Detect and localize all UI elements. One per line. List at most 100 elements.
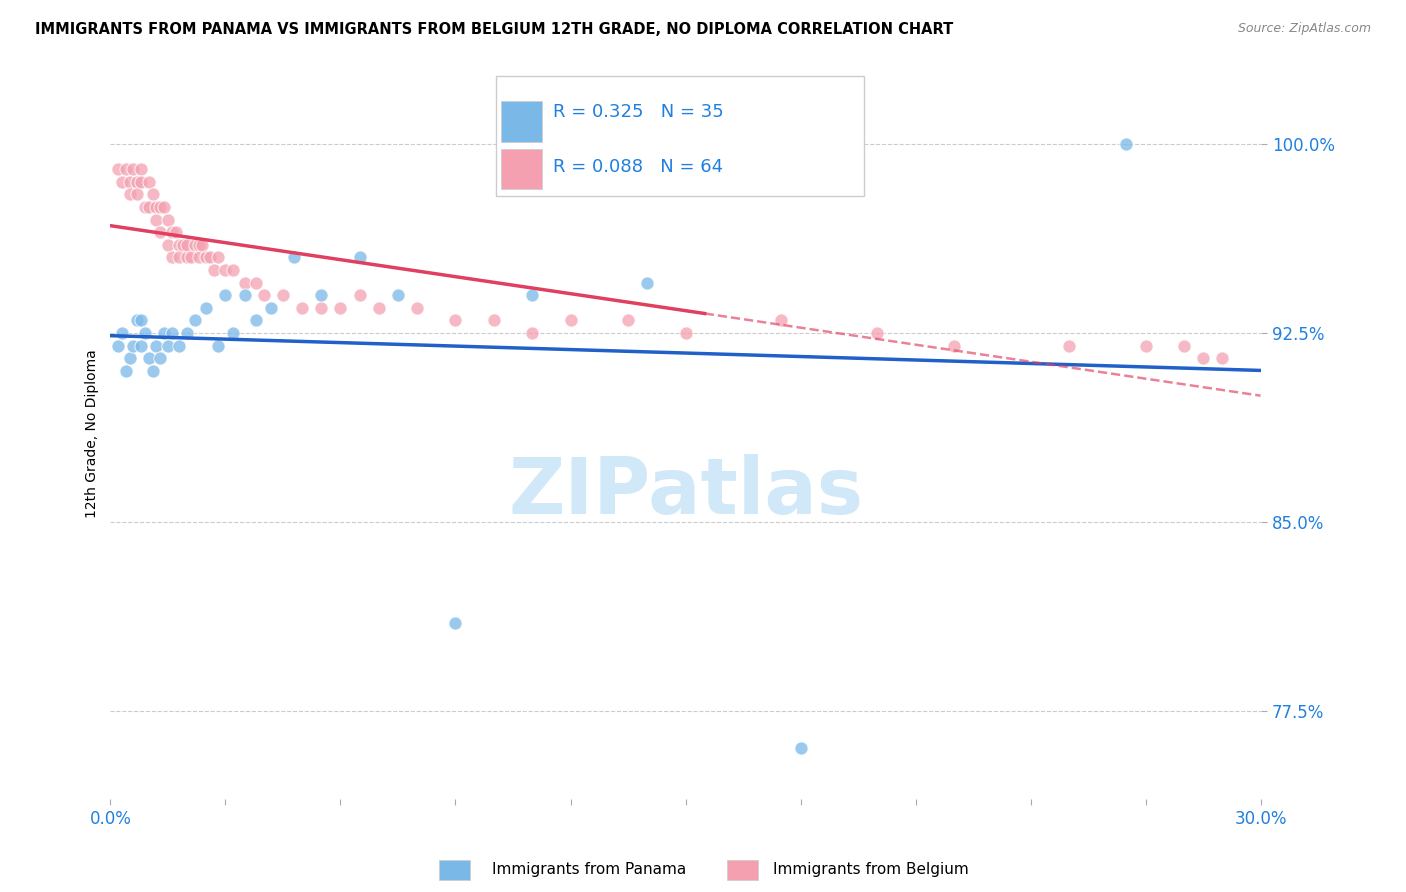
Point: [138, 175, 160, 189]
Point: [160, 251, 183, 265]
Point: [111, 326, 134, 340]
Point: [444, 313, 467, 327]
Point: [233, 288, 256, 302]
Point: [245, 313, 267, 327]
Point: [1211, 351, 1233, 365]
Point: [142, 187, 165, 202]
Point: [207, 338, 229, 352]
Point: [195, 301, 218, 315]
Point: [1192, 351, 1215, 365]
Point: [149, 225, 172, 239]
Point: [169, 237, 191, 252]
Point: [253, 288, 276, 302]
FancyBboxPatch shape: [496, 76, 863, 196]
Point: [291, 301, 314, 315]
Point: [149, 351, 172, 365]
Point: [245, 276, 267, 290]
Point: [169, 338, 191, 352]
Point: [114, 162, 136, 177]
Point: [560, 313, 582, 327]
Y-axis label: 12th Grade, No Diploma: 12th Grade, No Diploma: [86, 350, 100, 518]
Point: [160, 225, 183, 239]
Point: [406, 301, 429, 315]
Point: [165, 225, 187, 239]
Point: [184, 313, 207, 327]
Point: [145, 338, 167, 352]
Point: [129, 162, 152, 177]
Point: [127, 187, 149, 202]
Point: [160, 326, 183, 340]
Point: [866, 326, 889, 340]
Point: [520, 288, 543, 302]
Point: [118, 351, 141, 365]
Point: [202, 263, 225, 277]
Point: [349, 251, 371, 265]
Point: [942, 338, 965, 352]
Point: [271, 288, 294, 302]
Text: R = 0.325   N = 35: R = 0.325 N = 35: [553, 103, 724, 121]
Point: [675, 326, 697, 340]
Point: [520, 326, 543, 340]
FancyBboxPatch shape: [502, 149, 541, 189]
Point: [1115, 137, 1137, 152]
Point: [107, 338, 129, 352]
Point: [145, 200, 167, 214]
Point: [149, 200, 172, 214]
Point: [138, 200, 160, 214]
Point: [195, 251, 218, 265]
Point: [129, 313, 152, 327]
Point: [184, 237, 207, 252]
Point: [222, 263, 245, 277]
Point: [233, 276, 256, 290]
Point: [207, 251, 229, 265]
Point: [187, 237, 209, 252]
Point: [122, 162, 145, 177]
Point: [142, 364, 165, 378]
Point: [134, 326, 156, 340]
Point: [349, 288, 371, 302]
Text: R = 0.088   N = 64: R = 0.088 N = 64: [553, 158, 723, 176]
Point: [1173, 338, 1195, 352]
Point: [789, 741, 811, 756]
Point: [367, 301, 389, 315]
Point: [127, 175, 149, 189]
Point: [191, 237, 214, 252]
Point: [118, 187, 141, 202]
Point: [260, 301, 283, 315]
Point: [127, 313, 149, 327]
Point: [1057, 338, 1080, 352]
Point: [169, 251, 191, 265]
Text: Immigrants from Belgium: Immigrants from Belgium: [773, 863, 969, 877]
Point: [444, 615, 467, 630]
Point: [214, 288, 236, 302]
Point: [617, 313, 640, 327]
Point: [770, 313, 793, 327]
Text: IMMIGRANTS FROM PANAMA VS IMMIGRANTS FROM BELGIUM 12TH GRADE, NO DIPLOMA CORRELA: IMMIGRANTS FROM PANAMA VS IMMIGRANTS FRO…: [35, 22, 953, 37]
Point: [156, 212, 179, 227]
Point: [129, 175, 152, 189]
Point: [153, 200, 176, 214]
Point: [153, 326, 176, 340]
Point: [129, 338, 152, 352]
Point: [122, 338, 145, 352]
Point: [222, 326, 245, 340]
Point: [311, 288, 333, 302]
Point: [114, 364, 136, 378]
Point: [1135, 338, 1157, 352]
Point: [180, 251, 202, 265]
Text: Immigrants from Panama: Immigrants from Panama: [492, 863, 686, 877]
Point: [176, 251, 198, 265]
Point: [387, 288, 409, 302]
Point: [156, 338, 179, 352]
Point: [636, 276, 658, 290]
Point: [111, 175, 134, 189]
Point: [134, 200, 156, 214]
Point: [118, 175, 141, 189]
Point: [156, 237, 179, 252]
Point: [107, 162, 129, 177]
Point: [176, 326, 198, 340]
Point: [482, 313, 505, 327]
Point: [311, 301, 333, 315]
Point: [198, 251, 221, 265]
Text: ZIPatlas: ZIPatlas: [508, 454, 863, 530]
